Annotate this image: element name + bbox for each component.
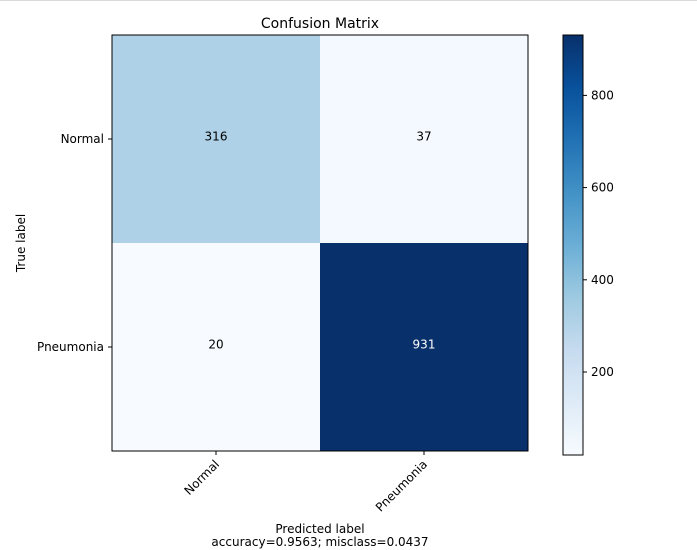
matrix-cell-value: 20 <box>208 338 223 352</box>
top-divider <box>0 0 697 1</box>
x-tick-label: Normal <box>182 457 223 498</box>
matrix-cell-value: 37 <box>416 130 431 144</box>
y-tick-label: Normal <box>61 132 104 146</box>
y-axis-label: True label <box>14 214 28 273</box>
matrix-cell <box>112 35 320 243</box>
x-axis-ticks: Normal Pneumonia <box>182 451 430 514</box>
matrix-cell <box>320 243 528 451</box>
matrix-cell <box>320 35 528 243</box>
matrix-cells <box>112 35 528 451</box>
x-axis-label: Predicted label <box>275 522 364 536</box>
matrix-cell-labels: 316 37 20 931 <box>205 130 436 352</box>
y-axis-ticks: Normal Pneumonia <box>37 132 112 354</box>
colorbar-tick-label: 600 <box>591 181 614 195</box>
matrix-cell-value: 316 <box>205 130 228 144</box>
matrix-cell-value: 931 <box>413 338 436 352</box>
colorbar-ticks: 200 400 600 800 <box>583 88 614 379</box>
x-tick-label: Pneumonia <box>373 457 430 514</box>
colorbar-tick-label: 400 <box>591 273 614 287</box>
colorbar-tick-label: 200 <box>591 365 614 379</box>
x-axis-note: accuracy=0.9563; misclass=0.0437 <box>211 535 428 549</box>
y-tick-label: Pneumonia <box>37 340 104 354</box>
colorbar-tick-label: 800 <box>591 88 614 102</box>
colorbar <box>562 34 584 456</box>
matrix-cell <box>112 243 320 451</box>
plot-frame <box>111 34 529 452</box>
chart-title: Confusion Matrix <box>261 16 379 32</box>
